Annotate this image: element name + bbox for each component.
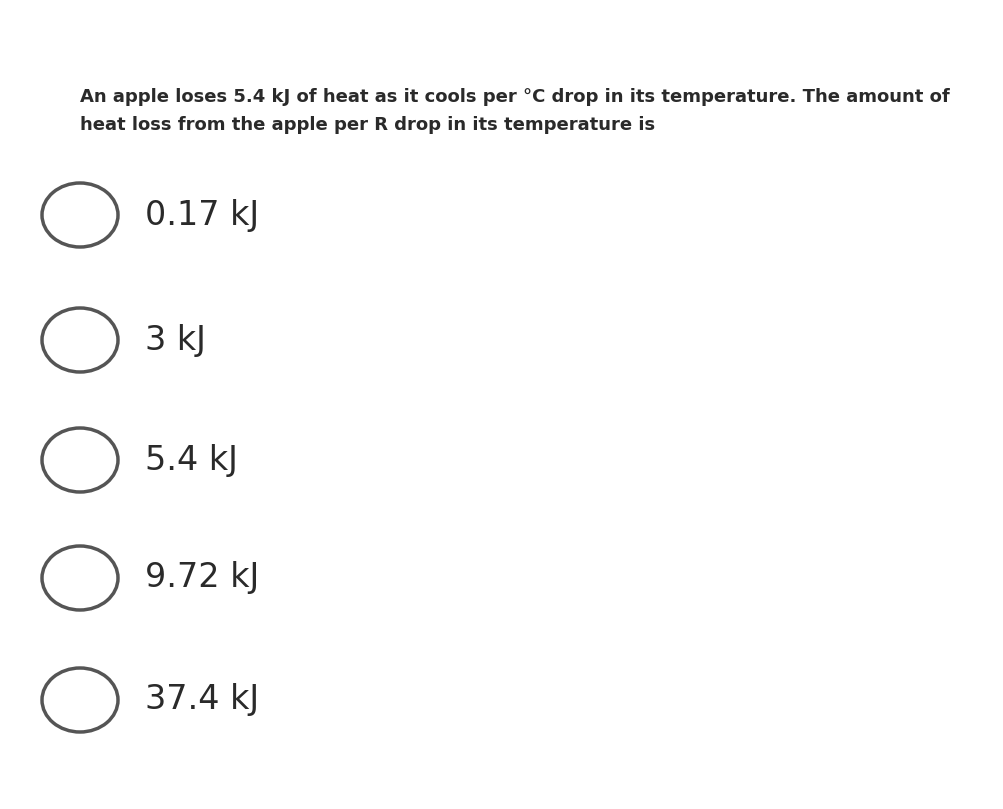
Text: 3 kJ: 3 kJ (144, 324, 206, 357)
Text: 0.17 kJ: 0.17 kJ (144, 198, 259, 231)
Text: 9.72 kJ: 9.72 kJ (144, 561, 259, 595)
Text: 5.4 kJ: 5.4 kJ (144, 443, 238, 477)
Text: 37.4 kJ: 37.4 kJ (144, 684, 259, 717)
Text: An apple loses 5.4 kJ of heat as it cools per °C drop in its temperature. The am: An apple loses 5.4 kJ of heat as it cool… (80, 88, 949, 106)
Text: heat loss from the apple per R drop in its temperature is: heat loss from the apple per R drop in i… (80, 116, 655, 134)
